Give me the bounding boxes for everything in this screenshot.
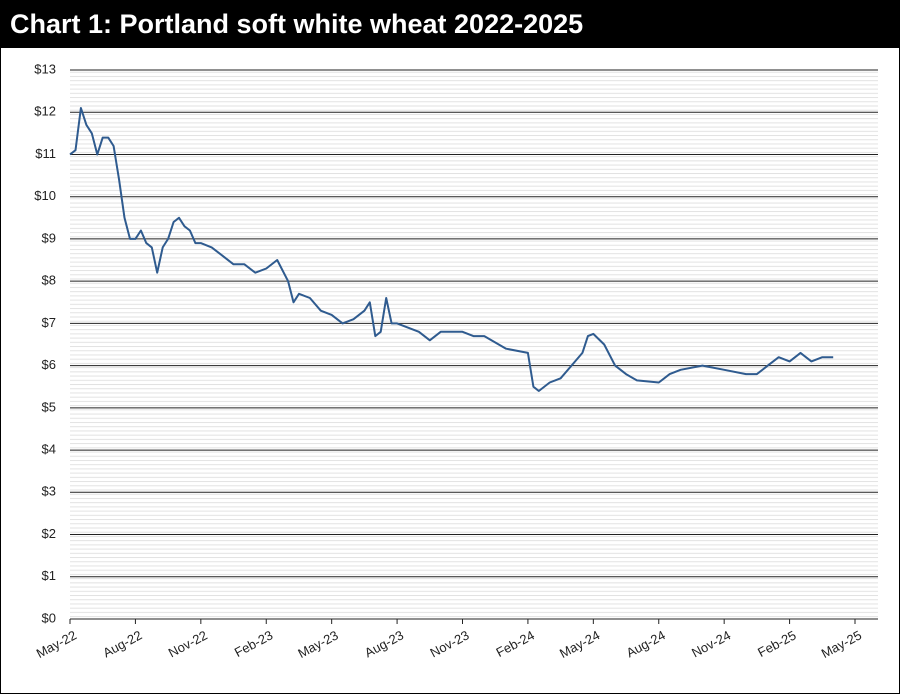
y-tick-label: $10 <box>34 188 56 203</box>
y-tick-label: $9 <box>42 230 56 245</box>
minor-grid <box>70 70 878 619</box>
y-tick-label: $7 <box>42 315 56 330</box>
title-bar <box>0 0 900 48</box>
y-tick-label: $4 <box>42 442 56 457</box>
y-tick-label: $11 <box>35 146 56 161</box>
y-tick-label: $8 <box>42 273 56 288</box>
price-line <box>69 107 834 392</box>
y-tick-label: $1 <box>42 568 56 583</box>
y-tick-label: $0 <box>42 610 56 625</box>
y-tick-label: $6 <box>42 357 56 372</box>
chart-title: Chart 1: Portland soft white wheat 2022-… <box>10 9 583 39</box>
y-tick-label: $5 <box>42 399 56 414</box>
y-tick-label: $3 <box>42 484 56 499</box>
y-tick-label: $2 <box>42 526 56 541</box>
y-tick-label: $13 <box>34 61 56 76</box>
y-tick-label: $12 <box>34 104 56 119</box>
